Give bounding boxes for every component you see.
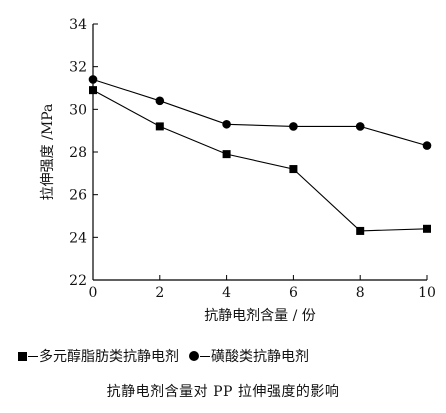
y-tick-label: 26 [69, 188, 87, 204]
legend-label-sulfonate: 磺酸类抗静电剂 [211, 349, 309, 365]
series-line-1 [92, 89, 428, 232]
y-tick-label: 22 [69, 273, 87, 289]
data-point-square [222, 150, 231, 159]
y-tick-label: 30 [69, 102, 87, 118]
data-point-circle [222, 119, 231, 129]
legend-dash [28, 355, 38, 357]
data-point-square [155, 122, 164, 131]
y-tick-label: 24 [69, 230, 87, 246]
y-tick-label: 32 [69, 60, 87, 76]
legend-square-marker-icon [18, 351, 27, 361]
data-point-circle [289, 122, 298, 131]
legend: 多元醇脂肪类抗静电剂 磺酸类抗静电剂 [18, 346, 438, 366]
data-point-square [356, 226, 365, 235]
x-tick-label: 4 [222, 285, 231, 301]
x-axis-title: 抗静电剂含量 / 份 [204, 308, 316, 324]
legend-label-polyol: 多元醇脂肪类抗静电剂 [39, 349, 179, 365]
axes [92, 24, 427, 281]
x-tick-label: 6 [289, 285, 298, 301]
data-point-circle [355, 122, 365, 131]
data-point-circle [88, 75, 98, 84]
x-tick-label: 8 [356, 285, 365, 301]
data-point-square [89, 86, 97, 95]
figure-caption: 抗静电剂含量对 PP 拉伸强度的影响 [106, 384, 340, 400]
data-point-square [289, 165, 298, 174]
legend-item-sulfonate: 磺酸类抗静电剂 [189, 346, 309, 366]
series-line-2 [92, 78, 428, 147]
data-point-circle [155, 96, 165, 106]
y-axis-title: 拉伸强度 /MPa [40, 104, 56, 201]
data-point-square [423, 224, 431, 233]
y-tick-label: 34 [69, 17, 87, 33]
x-tick-label: 2 [155, 285, 164, 301]
legend-item-polyol: 多元醇脂肪类抗静电剂 [18, 346, 179, 366]
legend-dash [200, 355, 210, 357]
legend-circle-marker-icon [189, 351, 199, 361]
x-tick-label: 0 [89, 285, 98, 301]
series-layer [88, 75, 432, 235]
x-tick-label: 10 [418, 285, 436, 301]
data-point-circle [422, 141, 432, 150]
y-tick-label: 28 [69, 145, 87, 161]
